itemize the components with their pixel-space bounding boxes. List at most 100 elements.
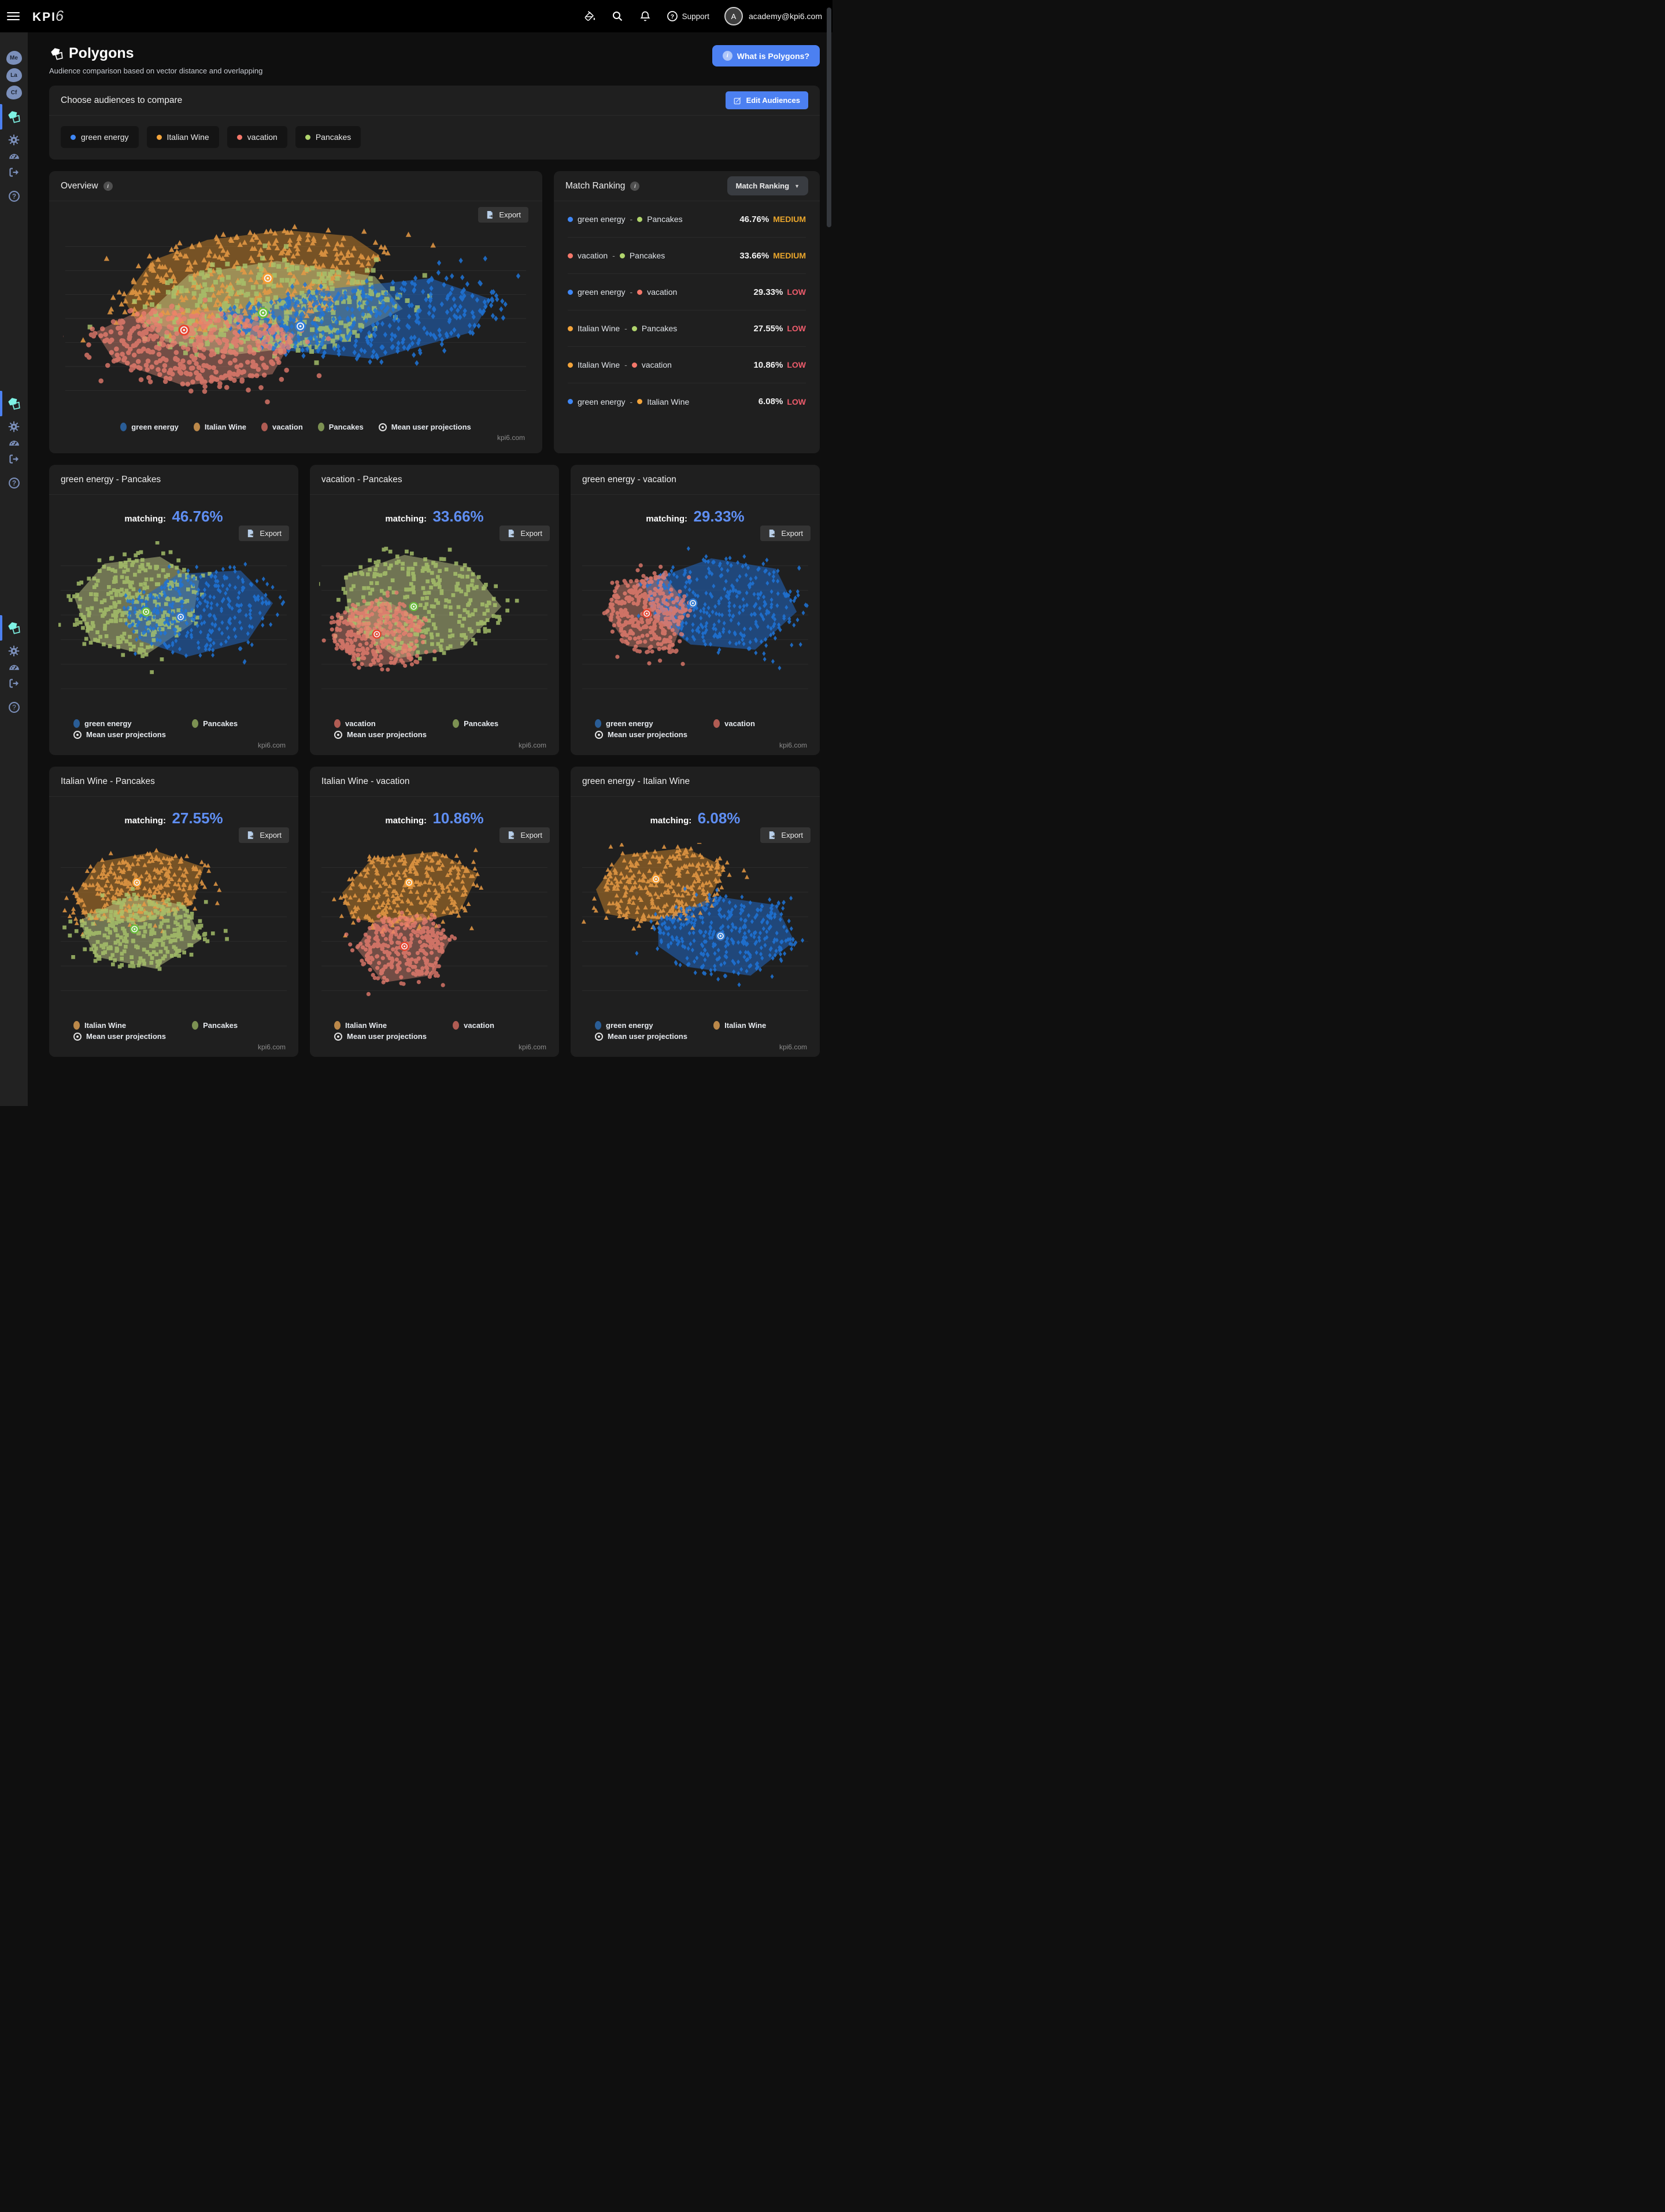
audience-chip-label: Pancakes [315, 132, 352, 142]
sidebar-group-bottom: ? [0, 614, 28, 715]
ranking-sort-dropdown[interactable]: Match Ranking ▼ [727, 176, 808, 195]
comparison-grid: green energy - Pancakes matching: 46.76% [49, 465, 825, 1057]
legend-item[interactable]: Italian Wine [713, 1021, 811, 1030]
sidebar-item-polygons-active[interactable] [0, 615, 28, 641]
logout-icon[interactable] [8, 677, 20, 690]
legend-item[interactable]: Italian Wine [334, 1021, 453, 1030]
legend-item-mean-projections[interactable]: Mean user projections [334, 730, 453, 739]
match-ranking-title: Match Ranking [565, 180, 626, 191]
legend-item[interactable]: vacation [334, 719, 453, 728]
info-icon[interactable]: i [630, 181, 640, 191]
legend-item[interactable]: vacation [713, 719, 811, 728]
sidebar-module-badge[interactable]: La [6, 68, 22, 82]
settings-gear-icon[interactable] [8, 134, 20, 146]
audience-chip[interactable]: green energy [61, 126, 139, 148]
match-percentage: 33.66% [739, 250, 769, 261]
what-is-polygons-button[interactable]: i What is Polygons? [712, 45, 820, 66]
audience-chip[interactable]: vacation [227, 126, 287, 148]
dashboard-gauge-icon[interactable] [8, 150, 20, 162]
overview-scatter-chart[interactable] [58, 209, 573, 415]
legend-item-mean-projections[interactable]: Mean user projections [73, 730, 192, 739]
legend-item[interactable]: green energy [73, 719, 192, 728]
comparison-scatter-chart[interactable] [57, 534, 295, 713]
mean-projections-icon [595, 1032, 603, 1041]
comparison-scatter-chart[interactable] [58, 843, 289, 1015]
match-level-badge: LOW [787, 287, 806, 297]
sidebar-item-polygons-active[interactable] [0, 104, 28, 130]
legend-item[interactable]: green energy [595, 719, 713, 728]
sidebar-module-badge[interactable]: Cf [6, 86, 22, 99]
audience-chip[interactable]: Italian Wine [146, 126, 219, 148]
edit-audiences-button[interactable]: Edit Audiences [725, 91, 808, 109]
audience-chip[interactable]: Pancakes [295, 126, 361, 148]
matching-label: matching: [385, 514, 427, 524]
legend-item[interactable]: Pancakes [453, 719, 550, 728]
paint-bucket-icon[interactable] [583, 10, 596, 23]
legend-item-mean-projections[interactable]: Mean user projections [595, 730, 713, 739]
info-icon[interactable]: i [103, 181, 113, 191]
matching-label: matching: [650, 816, 692, 826]
export-button[interactable]: Export [760, 827, 811, 843]
legend-item-mean-projections[interactable]: Mean user projections [334, 1032, 453, 1041]
avatar: A [724, 7, 743, 25]
sidebar-module-badge[interactable]: Me [6, 51, 22, 65]
notifications-bell-icon[interactable] [639, 10, 652, 23]
active-indicator [0, 615, 2, 641]
settings-gear-icon[interactable] [8, 420, 20, 433]
export-button[interactable]: Export [760, 526, 811, 541]
menu-icon[interactable] [7, 12, 20, 20]
legend-item[interactable]: Pancakes [317, 423, 364, 431]
legend-item[interactable]: green energy [120, 423, 179, 431]
legend-item[interactable]: Pancakes [192, 719, 289, 728]
legend-item-mean-projections[interactable]: Mean user projections [595, 1032, 713, 1041]
account-email: academy@kpi6.com [748, 12, 822, 21]
match-level-badge: LOW [787, 360, 806, 369]
audience-color-dot [305, 134, 310, 140]
legend-item[interactable]: Italian Wine [193, 423, 246, 431]
ranking-row: Italian Wine - Pancakes 27.55% LOW [568, 310, 806, 347]
comparison-scatter-chart[interactable] [319, 843, 550, 1015]
audience-a-dot [568, 325, 573, 331]
audience-a-dot [568, 253, 573, 258]
comparison-scatter-chart[interactable] [580, 541, 825, 713]
matching-percentage: 27.55% [172, 809, 223, 827]
sidebar-badges: Me La Cf [6, 51, 22, 103]
export-file-icon [509, 529, 515, 538]
legend-item-mean-projections[interactable]: Mean user projections [378, 423, 471, 431]
polygons-page-icon [51, 47, 63, 60]
active-indicator [0, 104, 2, 130]
support-link[interactable]: ? Support [667, 10, 709, 22]
export-button[interactable]: Export [239, 526, 289, 541]
export-button[interactable]: Export [478, 207, 528, 223]
comparison-scatter-chart[interactable] [316, 541, 550, 713]
logout-icon[interactable] [8, 453, 20, 465]
legend-item-mean-projections[interactable]: Mean user projections [73, 1032, 192, 1041]
help-icon[interactable]: ? [8, 701, 20, 713]
export-button[interactable]: Export [500, 827, 550, 843]
legend-item[interactable]: vacation [453, 1021, 550, 1030]
sidebar-item-polygons-active[interactable] [0, 391, 28, 416]
help-icon[interactable]: ? [8, 476, 20, 489]
kpi6-logo[interactable]: KPI 6 [32, 8, 64, 25]
comparison-legend: green energy Pancakes Mean user projecti… [73, 719, 289, 739]
sidebar: Me La Cf [0, 32, 28, 1106]
legend-color-dot [453, 719, 460, 728]
kpi6-watermark: kpi6.com [497, 434, 525, 442]
polygons-icon [8, 398, 20, 410]
account-menu[interactable]: A academy@kpi6.com [724, 7, 822, 25]
help-icon[interactable]: ? [8, 190, 20, 202]
logout-icon[interactable] [8, 166, 20, 179]
comparison-scatter-chart[interactable] [571, 834, 811, 1015]
export-button[interactable]: Export [239, 827, 289, 843]
legend-item[interactable]: Pancakes [192, 1021, 289, 1030]
legend-item[interactable]: green energy [595, 1021, 713, 1030]
settings-gear-icon[interactable] [8, 645, 20, 657]
sidebar-group-top: Me La Cf [0, 51, 28, 204]
dashboard-gauge-icon[interactable] [8, 661, 20, 674]
search-icon[interactable] [611, 10, 624, 23]
scrollbar-thumb[interactable] [827, 8, 831, 227]
legend-item[interactable]: Italian Wine [73, 1021, 192, 1030]
dashboard-gauge-icon[interactable] [8, 437, 20, 449]
legend-item[interactable]: vacation [261, 423, 303, 431]
export-button[interactable]: Export [500, 526, 550, 541]
